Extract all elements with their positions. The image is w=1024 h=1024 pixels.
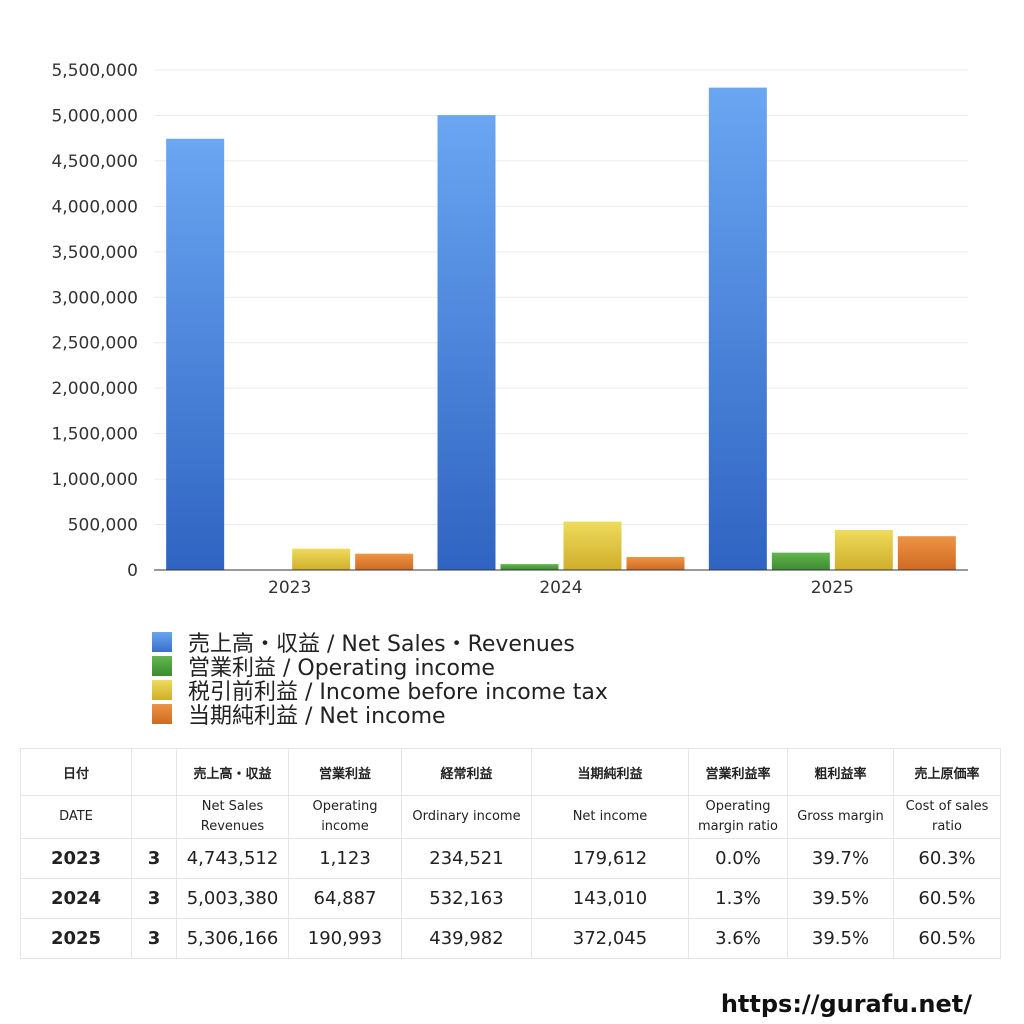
legend-item-net-income: 当期純利益 / Net income	[152, 702, 608, 729]
table-header-en: DATE Net Sales Revenues Operating income…	[20, 795, 1001, 839]
sales-cell: 5,306,166	[176, 918, 289, 959]
y-tick-label: 5,500,000	[51, 61, 138, 81]
grid-lines	[154, 69, 968, 526]
bar	[897, 536, 956, 570]
y-tick-label: 1,000,000	[51, 470, 138, 490]
bar	[166, 138, 225, 570]
operating-income-cell: 1,123	[288, 838, 402, 879]
sales-cell: 5,003,380	[176, 878, 289, 919]
header-cell: 売上高・収益	[176, 748, 289, 796]
legend-swatch	[152, 632, 172, 652]
header-cell	[131, 748, 177, 796]
header-cell: DATE	[20, 795, 132, 839]
table-header-jp: 日付 売上高・収益 営業利益 経常利益 当期純利益 営業利益率 粗利益率 売上原…	[20, 748, 1001, 796]
month-cell: 3	[131, 838, 177, 879]
year-cell: 2023	[20, 838, 132, 879]
bar	[626, 556, 685, 570]
ordinary-income-cell: 532,163	[401, 878, 532, 919]
bar	[771, 552, 830, 570]
financial-table: 日付 売上高・収益 営業利益 経常利益 当期純利益 営業利益率 粗利益率 売上原…	[20, 748, 1001, 959]
gross-margin-cell: 39.7%	[787, 838, 894, 879]
chart-legend: 売上高・収益 / Net Sales・Revenues 営業利益 / Opera…	[152, 630, 608, 729]
y-tick-label: 500,000	[68, 516, 138, 536]
bar	[292, 548, 351, 570]
header-cell: 当期純利益	[531, 748, 689, 796]
ordinary-income-cell: 439,982	[401, 918, 532, 959]
x-tick-label: 2024	[539, 578, 582, 598]
table-row: 2023 3 4,743,512 1,123 234,521 179,612 0…	[20, 838, 1001, 879]
header-cell: 経常利益	[401, 748, 532, 796]
cost-of-sales-cell: 60.5%	[893, 918, 1001, 959]
ordinary-income-cell: 234,521	[401, 838, 532, 879]
cost-of-sales-cell: 60.5%	[893, 878, 1001, 919]
x-tick-label: 2023	[268, 578, 311, 598]
bar	[563, 521, 622, 570]
legend-label: 営業利益 / Operating income	[188, 656, 495, 681]
table-row: 2025 3 5,306,166 190,993 439,982 372,045…	[20, 918, 1001, 959]
year-cell: 2025	[20, 918, 132, 959]
header-cell	[131, 795, 177, 839]
bar	[355, 553, 414, 570]
y-tick-label: 3,000,000	[51, 288, 138, 308]
net-income-cell: 372,045	[531, 918, 689, 959]
legend-swatch	[152, 704, 172, 724]
x-axis-ticks: 2023 2024 2025	[268, 578, 854, 598]
legend-item-pretax-income: 税引前利益 / Income before income tax	[152, 678, 608, 705]
y-tick-label: 1,500,000	[51, 425, 138, 445]
gross-margin-cell: 39.5%	[787, 878, 894, 919]
source-url: https://gurafu.net/	[720, 990, 972, 1018]
year-cell: 2024	[20, 878, 132, 919]
y-tick-label: 2,000,000	[51, 379, 138, 399]
y-tick-label: 4,000,000	[51, 197, 138, 217]
legend-label: 売上高・収益 / Net Sales・Revenues	[188, 632, 575, 657]
cost-of-sales-cell: 60.3%	[893, 838, 1001, 879]
header-cell: Operating income	[288, 795, 402, 839]
legend-label: 当期純利益 / Net income	[188, 704, 446, 729]
gross-margin-cell: 39.5%	[787, 918, 894, 959]
header-cell: Net income	[531, 795, 689, 839]
operating-income-cell: 64,887	[288, 878, 402, 919]
header-cell: 営業利益率	[688, 748, 788, 796]
sales-cell: 4,743,512	[176, 838, 289, 879]
bar-chart: 0 500,000 1,000,000 1,500,000 2,000,000 2,500…	[51, 61, 968, 598]
legend-swatch	[152, 680, 172, 700]
bar	[834, 530, 893, 570]
header-cell: 営業利益	[288, 748, 402, 796]
month-cell: 3	[131, 878, 177, 919]
operating-margin-cell: 0.0%	[688, 838, 788, 879]
y-tick-label: 4,500,000	[51, 152, 138, 172]
bars	[166, 87, 956, 570]
header-cell: 粗利益率	[787, 748, 894, 796]
legend-item-net-sales: 売上高・収益 / Net Sales・Revenues	[152, 630, 608, 657]
header-cell: Gross margin	[787, 795, 894, 839]
net-income-cell: 143,010	[531, 878, 689, 919]
table-row: 2024 3 5,003,380 64,887 532,163 143,010 …	[20, 878, 1001, 919]
header-cell: Operating margin ratio	[688, 795, 788, 839]
x-tick-label: 2025	[811, 578, 854, 598]
legend-label: 税引前利益 / Income before income tax	[188, 680, 608, 705]
net-income-cell: 179,612	[531, 838, 689, 879]
bar	[500, 564, 559, 570]
y-tick-label: 5,000,000	[51, 106, 138, 126]
legend-item-operating-income: 営業利益 / Operating income	[152, 654, 608, 681]
header-cell: 日付	[20, 748, 132, 796]
y-tick-label: 2,500,000	[51, 334, 138, 354]
y-tick-label: 3,500,000	[51, 243, 138, 263]
legend-swatch	[152, 656, 172, 676]
bar	[708, 87, 767, 570]
operating-income-cell: 190,993	[288, 918, 402, 959]
y-tick-label: 0	[127, 561, 138, 581]
header-cell: Cost of sales ratio	[893, 795, 1001, 839]
header-cell: 売上原価率	[893, 748, 1001, 796]
header-cell: Net Sales Revenues	[176, 795, 289, 839]
operating-margin-cell: 1.3%	[688, 878, 788, 919]
header-cell: Ordinary income	[401, 795, 532, 839]
bar	[437, 115, 496, 570]
operating-margin-cell: 3.6%	[688, 918, 788, 959]
y-axis-ticks: 0 500,000 1,000,000 1,500,000 2,000,000 2,500…	[51, 61, 138, 581]
month-cell: 3	[131, 918, 177, 959]
